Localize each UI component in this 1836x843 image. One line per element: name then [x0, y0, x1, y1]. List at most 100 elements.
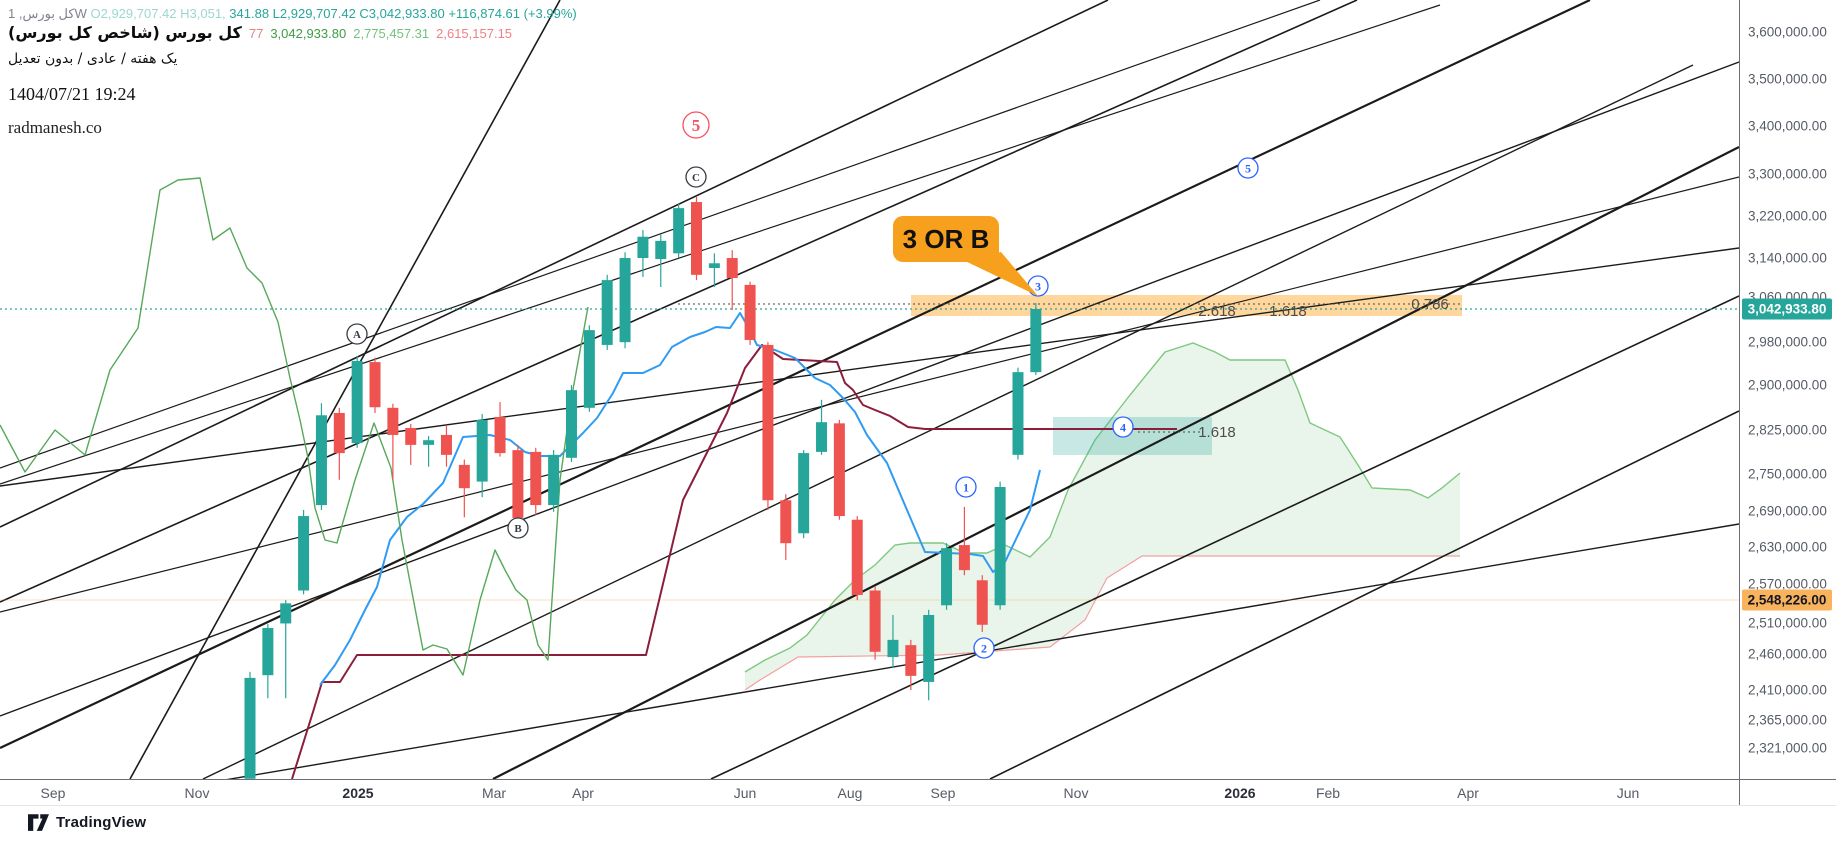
time-axis-label: Sep [40, 785, 66, 801]
trend-line[interactable] [710, 295, 1739, 779]
indicator-value: 77 [248, 26, 264, 41]
trend-line[interactable] [0, 0, 1321, 469]
symbol-name[interactable]: کل بورس, 1W [8, 6, 87, 21]
candle-body [315, 415, 327, 506]
trend-line[interactable] [492, 146, 1739, 779]
price-axis-label: 2,365,000.00 [1748, 712, 1827, 728]
trend-line[interactable] [0, 176, 1739, 613]
tradingview-logo-icon [28, 814, 49, 831]
time-axis[interactable]: Sep Nov 2025 Mar Apr Jun Aug Sep Nov 2026 Feb Apr Ju… [0, 779, 1739, 806]
wave-marker[interactable]: 4 [1112, 416, 1134, 438]
candle [565, 385, 577, 462]
fib-label: 2.618 [1198, 303, 1236, 320]
candle [619, 252, 631, 349]
axis-corner [1739, 779, 1836, 806]
wave-marker-circle [685, 166, 707, 188]
candles [244, 197, 1042, 779]
indicator-value: 2,775,457.31 [353, 26, 430, 41]
candle [244, 671, 256, 779]
candle-body [744, 284, 756, 340]
candle-body [780, 500, 792, 544]
wave-marker[interactable]: 2 [973, 637, 995, 659]
candle [905, 639, 917, 691]
wave-marker-circle [682, 111, 710, 139]
wave-marker-text: A [353, 329, 361, 341]
candle [923, 609, 935, 701]
candle [976, 575, 988, 632]
watermark-datetime: 1404/07/21 19:24 [8, 84, 136, 104]
trend-line[interactable] [989, 410, 1739, 779]
wave-marker[interactable]: 5 [682, 111, 710, 139]
symbol-row[interactable]: کل بورس, 1W O2,929,707.42 H3,051, 341.88… [8, 6, 577, 22]
indicator-value: 2,615,157.15 [436, 26, 513, 41]
candle [458, 459, 470, 518]
candle [869, 586, 881, 660]
trend-line[interactable] [129, 0, 561, 779]
trend-line[interactable] [0, 0, 1109, 528]
indicator-row[interactable]: کل بورس (شاخص کل بورس) 77 3,042,933.80 2,7… [8, 23, 577, 42]
price-axis-label: 2,321,000.00 [1748, 740, 1827, 756]
candle-body [655, 240, 667, 260]
wave-marker[interactable]: 3 [1027, 275, 1049, 297]
candle [655, 234, 667, 288]
trend-line[interactable] [202, 64, 1694, 779]
candle [280, 600, 292, 699]
level-price-tag: 2,548,226.00 [1742, 589, 1832, 611]
candle [405, 423, 417, 465]
candle-body [905, 645, 917, 676]
candle-body [691, 202, 702, 275]
wave-marker-circle [973, 637, 995, 659]
wave-marker-circle [507, 517, 529, 539]
candle-body [458, 464, 470, 489]
trend-line[interactable] [0, 523, 1739, 818]
trend-line[interactable] [0, 4, 1441, 485]
candle [333, 407, 345, 480]
wave-marker[interactable]: 5 [1237, 157, 1259, 179]
wave-marker[interactable]: B [507, 517, 529, 539]
candle-body [583, 330, 595, 408]
candle-body [333, 412, 345, 454]
wave-marker[interactable]: C [685, 166, 707, 188]
wave-marker-text: 4 [1120, 420, 1126, 434]
candle [958, 506, 970, 576]
time-axis-label: Sep [930, 785, 956, 801]
trend-line[interactable] [0, 0, 1358, 603]
trend-line[interactable] [0, 247, 1739, 487]
price-axis-label: 2,570,000.00 [1748, 576, 1827, 592]
candle-body [726, 258, 738, 278]
tradingview-logo[interactable]: TradingView [28, 814, 146, 831]
wave-marker[interactable]: A [346, 323, 368, 345]
candle-body [548, 454, 560, 506]
time-axis-label: Apr [572, 785, 594, 801]
fib-label: 1.618 [1198, 424, 1236, 441]
candle-body [708, 263, 720, 268]
candle [887, 614, 899, 668]
candle [351, 355, 363, 448]
time-axis-label: Jun [733, 785, 757, 801]
price-axis[interactable]: 3,600,000.00 3,500,000.00 3,400,000.00 3,30… [1739, 0, 1836, 779]
candle-body [762, 344, 774, 501]
trend-line[interactable] [0, 0, 1591, 749]
candle-body [619, 258, 631, 343]
price-axis-label: 2,900,000.00 [1748, 377, 1827, 393]
candle-body [405, 427, 417, 445]
candle [601, 274, 613, 350]
time-axis-label: Aug [837, 785, 863, 801]
callout-box [893, 216, 999, 262]
footer-bar: TradingView [0, 805, 1836, 843]
callout-3-or-b[interactable]: 3 OR B [893, 216, 1038, 296]
wave-marker[interactable]: 1 [955, 476, 977, 498]
candle [851, 516, 863, 601]
candle [476, 414, 488, 498]
candle [315, 403, 327, 510]
candle-body [923, 614, 935, 682]
supply-zone[interactable] [911, 295, 1462, 316]
candle-body [976, 580, 988, 625]
candle [440, 425, 452, 467]
time-axis-label: Feb [1315, 785, 1341, 801]
candle [994, 481, 1006, 610]
candle-body [530, 451, 542, 506]
candle [530, 447, 542, 515]
fib-label: 0.786 [1411, 296, 1449, 313]
